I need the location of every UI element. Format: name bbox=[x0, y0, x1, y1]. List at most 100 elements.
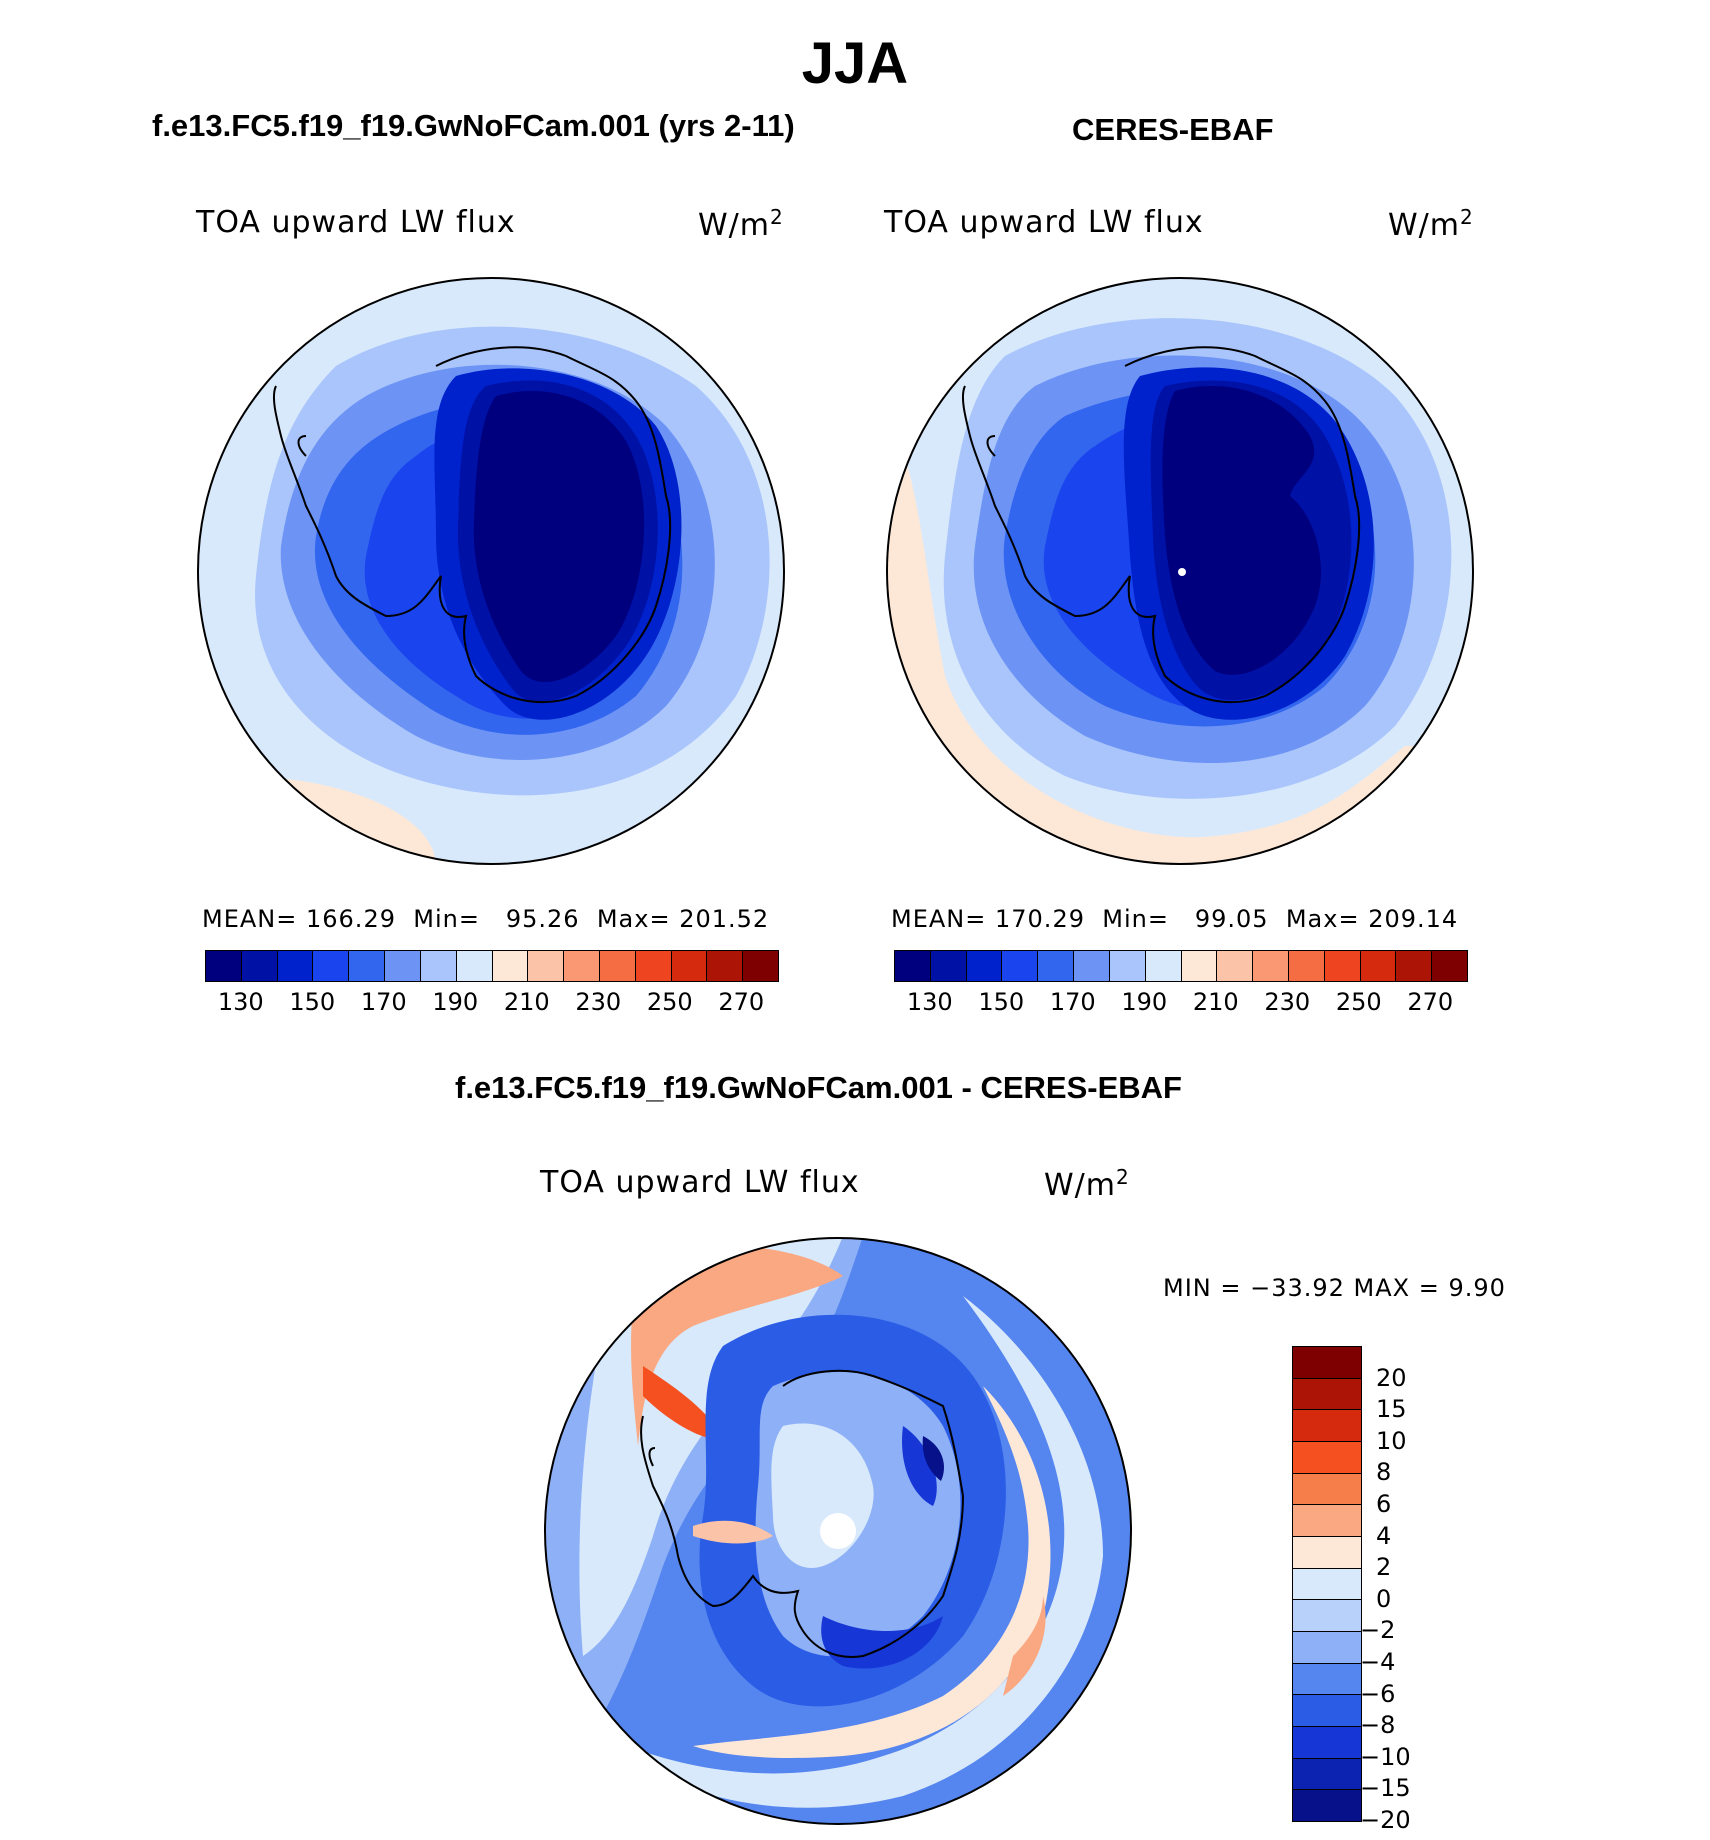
colorbar-tick-label: 170 bbox=[1049, 988, 1096, 1016]
panel-2-colorbar-ticks: 130 150 170 190 210 230 250 270 bbox=[894, 988, 1466, 1018]
panel-1-variable: TOA upward LW flux bbox=[196, 205, 516, 240]
colorbar-tick-label: −4 bbox=[1360, 1647, 1396, 1676]
diff-map bbox=[544, 1237, 1132, 1825]
colorbar-swatch bbox=[1293, 1727, 1361, 1759]
colorbar-swatch bbox=[1293, 1410, 1361, 1443]
panel-1-title: f.e13.FC5.f19_f19.GwNoFCam.001 (yrs 2-11… bbox=[152, 108, 795, 143]
colorbar-swatch bbox=[1293, 1537, 1361, 1569]
panel-1-colorbar-ticks: 130 150 170 190 210 230 250 270 bbox=[205, 988, 777, 1018]
colorbar-tick-label: 20 bbox=[1376, 1363, 1407, 1392]
colorbar-swatch bbox=[1360, 951, 1397, 981]
colorbar-swatch bbox=[277, 951, 314, 981]
panel-1-map bbox=[197, 277, 785, 865]
colorbar-swatch bbox=[1293, 1568, 1361, 1601]
colorbar-swatch bbox=[895, 951, 931, 981]
colorbar-swatch bbox=[1038, 951, 1075, 981]
colorbar-swatch bbox=[930, 951, 967, 981]
colorbar-tick-label: −8 bbox=[1360, 1711, 1396, 1740]
colorbar-swatch bbox=[1432, 951, 1467, 981]
colorbar-swatch bbox=[313, 951, 350, 981]
colorbar-swatch bbox=[1293, 1473, 1361, 1506]
colorbar-swatch bbox=[743, 951, 778, 981]
colorbar-swatch bbox=[1253, 951, 1289, 981]
diff-title: f.e13.FC5.f19_f19.GwNoFCam.001 - CERES-E… bbox=[455, 1070, 1182, 1105]
colorbar-swatch bbox=[1293, 1505, 1361, 1538]
colorbar-tick-label: −6 bbox=[1360, 1679, 1396, 1708]
colorbar-swatch bbox=[1181, 951, 1218, 981]
colorbar-swatch bbox=[1293, 1600, 1361, 1633]
colorbar-tick-label: 15 bbox=[1376, 1395, 1407, 1424]
colorbar-swatch bbox=[1293, 1347, 1361, 1379]
colorbar-swatch bbox=[1293, 1758, 1361, 1791]
diff-minmax: MIN = −33.92 MAX = 9.90 bbox=[1163, 1274, 1506, 1302]
colorbar-tick-label: 0 bbox=[1376, 1584, 1392, 1613]
colorbar-swatch bbox=[385, 951, 421, 981]
panel-2-map bbox=[886, 277, 1474, 865]
diff-colorbar bbox=[1292, 1346, 1362, 1822]
colorbar-swatch bbox=[1293, 1663, 1361, 1696]
panel-2-title: CERES-EBAF bbox=[1072, 112, 1274, 147]
colorbar-tick-label: 270 bbox=[1407, 988, 1454, 1016]
colorbar-tick-label: 130 bbox=[217, 988, 264, 1016]
colorbar-swatch bbox=[349, 951, 386, 981]
panel-1-colorbar bbox=[205, 950, 779, 982]
colorbar-swatch bbox=[966, 951, 1003, 981]
colorbar-swatch bbox=[1074, 951, 1110, 981]
panel-2-units: W/m2 bbox=[1388, 205, 1474, 243]
colorbar-tick-label: 230 bbox=[1264, 988, 1311, 1016]
diff-variable: TOA upward LW flux bbox=[540, 1165, 860, 1200]
panel-2-variable: TOA upward LW flux bbox=[884, 205, 1204, 240]
colorbar-tick-label: 130 bbox=[906, 988, 953, 1016]
colorbar-swatch bbox=[241, 951, 278, 981]
colorbar-tick-label: 2 bbox=[1376, 1553, 1392, 1582]
colorbar-tick-label: 190 bbox=[432, 988, 479, 1016]
colorbar-swatch bbox=[1396, 951, 1433, 981]
panel-1-stats: MEAN= 166.29 Min= 95.26 Max= 201.52 bbox=[202, 905, 770, 933]
colorbar-swatch bbox=[707, 951, 744, 981]
diff-colorbar-ticks: 20 15 10 8 6 4 2 0 −2 −4 −6 −8 −10 −15 −20 bbox=[1360, 1346, 1470, 1834]
colorbar-tick-label: 6 bbox=[1376, 1489, 1392, 1518]
colorbar-swatch bbox=[456, 951, 493, 981]
colorbar-swatch bbox=[1293, 1378, 1361, 1411]
colorbar-swatch bbox=[1109, 951, 1146, 981]
colorbar-tick-label: −10 bbox=[1360, 1742, 1411, 1771]
colorbar-tick-label: 150 bbox=[289, 988, 336, 1016]
diff-units: W/m2 bbox=[1044, 1165, 1130, 1203]
colorbar-tick-label: 230 bbox=[575, 988, 622, 1016]
colorbar-tick-label: −2 bbox=[1360, 1616, 1396, 1645]
main-title: JJA bbox=[801, 31, 909, 96]
colorbar-swatch bbox=[635, 951, 672, 981]
colorbar-tick-label: −20 bbox=[1360, 1806, 1411, 1834]
colorbar-swatch bbox=[1293, 1790, 1361, 1822]
colorbar-swatch bbox=[492, 951, 529, 981]
colorbar-swatch bbox=[671, 951, 708, 981]
panel-2-stats: MEAN= 170.29 Min= 99.05 Max= 209.14 bbox=[891, 905, 1459, 933]
colorbar-swatch bbox=[599, 951, 636, 981]
colorbar-swatch bbox=[1293, 1442, 1361, 1474]
colorbar-tick-label: 190 bbox=[1121, 988, 1168, 1016]
colorbar-swatch bbox=[528, 951, 565, 981]
colorbar-swatch bbox=[420, 951, 457, 981]
panel-1-units: W/m2 bbox=[698, 205, 784, 243]
colorbar-tick-label: 270 bbox=[718, 988, 765, 1016]
colorbar-swatch bbox=[1145, 951, 1182, 981]
colorbar-tick-label: 170 bbox=[360, 988, 407, 1016]
colorbar-tick-label: 8 bbox=[1376, 1458, 1392, 1487]
colorbar-swatch bbox=[1324, 951, 1361, 981]
panel-2-colorbar bbox=[894, 950, 1468, 982]
colorbar-tick-label: 210 bbox=[503, 988, 550, 1016]
colorbar-tick-label: 4 bbox=[1376, 1521, 1392, 1550]
colorbar-swatch bbox=[1293, 1695, 1361, 1728]
colorbar-swatch bbox=[1002, 951, 1039, 981]
colorbar-swatch bbox=[564, 951, 600, 981]
colorbar-swatch bbox=[1293, 1632, 1361, 1664]
colorbar-swatch bbox=[1217, 951, 1254, 981]
colorbar-tick-label: 10 bbox=[1376, 1426, 1407, 1455]
colorbar-tick-label: 250 bbox=[1335, 988, 1382, 1016]
colorbar-tick-label: 210 bbox=[1192, 988, 1239, 1016]
colorbar-tick-label: −15 bbox=[1360, 1774, 1411, 1803]
colorbar-swatch bbox=[206, 951, 242, 981]
colorbar-swatch bbox=[1288, 951, 1325, 981]
colorbar-tick-label: 150 bbox=[978, 988, 1025, 1016]
colorbar-tick-label: 250 bbox=[646, 988, 693, 1016]
